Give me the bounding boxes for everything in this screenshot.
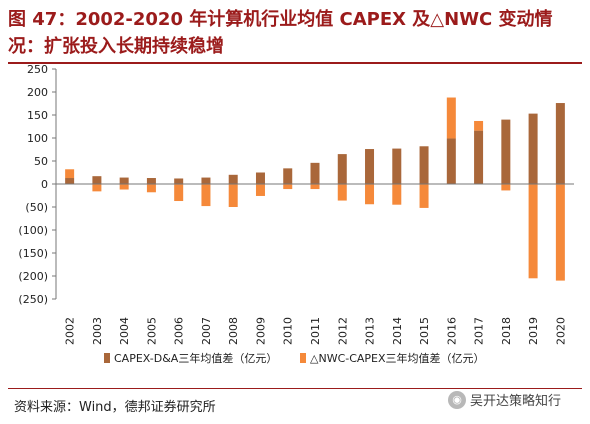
bar-series1-2008 [228,174,238,184]
y-tick-label: 100 [27,132,48,145]
x-tick-label: 2013 [364,317,377,345]
y-tick-label: 150 [27,109,48,122]
x-tick-label: 2012 [336,317,349,345]
bar-series1-2015 [419,146,429,184]
legend-swatch [300,353,306,363]
y-tick-label: (50) [25,201,48,214]
bar-series1-2013 [365,149,375,184]
bar-series1-2011 [310,162,320,184]
bar-series1-2004 [119,177,129,184]
bar-series1-2018 [501,119,511,184]
bar-series1-2016 [446,138,456,184]
x-tick-label: 2020 [554,317,567,345]
bar-series1-2006 [174,178,184,184]
y-tick-label: 200 [27,86,48,99]
x-tick-label: 2018 [500,317,513,345]
y-tick-label: (100) [18,224,48,237]
bar-series2-2005 [146,184,156,193]
footer-divider [8,388,582,389]
x-tick-label: 2006 [173,317,186,345]
page-title: 图 47：2002-2020 年计算机行业均值 CAPEX 及△NWC 变动情况… [8,9,553,57]
y-axis: 250 200 150 100 50 0 (50) (100) (150) (200) (250) [18,64,57,306]
watermark-text: 吴开达策略知行 [470,394,562,409]
y-tick-label: 50 [34,155,48,168]
bar-series1-2003 [92,176,102,184]
bar-series1-2007 [201,177,211,184]
bar-series2-2006 [174,184,184,202]
bar-series2-2012 [337,184,347,201]
x-tick-label: 2008 [227,317,240,345]
x-tick-label: 2003 [91,317,104,345]
bar-series1-2002 [65,178,75,184]
x-tick-label: 2010 [282,317,295,345]
title-divider [8,62,582,64]
bar-series2-2013 [365,184,375,205]
bar-series1-2019 [528,113,538,184]
x-tick-label: 2016 [445,317,458,345]
bar-series1-2020 [555,103,565,184]
legend-label: CAPEX-D&A三年均值差（亿元） [114,351,277,365]
legend-label: △NWC-CAPEX三年均值差（亿元） [310,351,485,365]
bar-series1-2005 [146,178,156,184]
wechat-icon: ◉ [448,390,466,409]
x-tick-label: 2009 [254,317,267,345]
y-tick-label: (250) [18,293,48,306]
watermark: ◉ 吴开达策略知行 [448,390,561,409]
bar-series1-2017 [474,130,484,184]
bar-series2-2007 [201,184,211,207]
x-axis: 2002 2003 2004 2005 2006 2007 2008 2009 2010 2011… [56,183,574,345]
x-tick-label: 2019 [527,317,540,345]
bar-series2-2020 [555,184,565,281]
y-tick-label: (200) [18,270,48,283]
bar-series1-2010 [283,168,293,184]
bars-layer [65,97,565,281]
bar-series2-2011 [310,184,320,190]
x-tick-label: 2007 [200,317,213,345]
x-tick-label: 2015 [418,317,431,345]
bar-series2-2010 [283,184,293,190]
x-tick-label: 2014 [391,317,404,345]
y-tick-label: (150) [18,247,48,260]
y-tick-label: 0 [41,178,48,191]
bar-series2-2016 [446,97,456,139]
source-note: 资料来源：Wind，德邦证券研究所 [14,400,216,415]
x-tick-label: 2004 [118,317,131,345]
legend: CAPEX-D&A三年均值差（亿元） △NWC-CAPEX三年均值差（亿元） [104,351,485,365]
bar-series2-2019 [528,184,538,279]
bar-series1-2009 [255,172,265,184]
x-tick-label: 2002 [64,317,77,345]
x-tick-label: 2011 [309,317,322,345]
bar-series1-2014 [392,148,402,184]
bar-series2-2008 [228,184,238,207]
bar-series2-2003 [92,184,102,192]
bar-series2-2017 [474,120,484,131]
bar-series2-2018 [501,184,511,191]
bar-series2-2014 [392,184,402,205]
x-tick-label: 2005 [145,317,158,345]
y-tick-label: 250 [27,64,48,76]
legend-swatch [104,353,110,363]
bar-series2-2009 [255,184,265,196]
bar-series2-2004 [119,184,129,190]
bar-series1-2012 [337,154,347,184]
x-tick-label: 2017 [473,317,486,345]
stacked-bar-chart: 250200150100500(50)(100)(150)(200)(250) … [18,64,574,365]
bar-series2-2015 [419,184,429,208]
bar-series2-2002 [65,169,75,179]
